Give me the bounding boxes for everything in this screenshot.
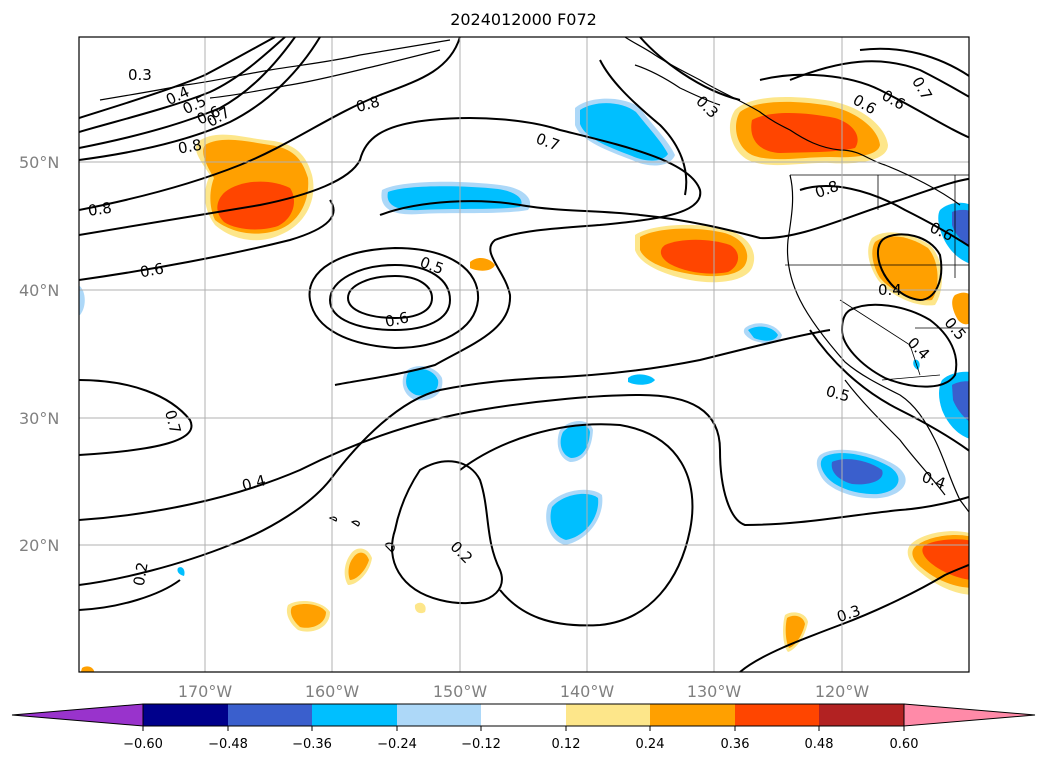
contour-label: 0.5 xyxy=(824,382,852,406)
colorbar-tick-label: −0.24 xyxy=(377,737,417,752)
contour-label: 0.8 xyxy=(87,199,113,220)
longitude-labels: 170°W 160°W 150°W 140°W 130°W 120°W xyxy=(178,682,870,701)
colorbar-segment xyxy=(566,704,650,726)
colorbar-tick-label: 0.24 xyxy=(636,737,665,752)
contour-label: 0.8 xyxy=(354,92,382,116)
colorbar-segment xyxy=(819,704,904,726)
lat-label-40n: 40°N xyxy=(19,281,59,300)
colorbar-extend-high xyxy=(903,703,1036,727)
colorbar-tick-label: 0.36 xyxy=(721,737,750,752)
contour-label: 0.6 xyxy=(383,308,410,331)
colorbar: −0.60 −0.48 −0.36 −0.24 −0.12 0.12 0.24 … xyxy=(11,703,1036,752)
colorbar-segment xyxy=(228,704,312,726)
colorbar-segment xyxy=(143,704,228,726)
lon-label-160w: 160°W xyxy=(305,682,360,701)
colorbar-tick-label: −0.48 xyxy=(208,737,248,752)
lat-label-50n: 50°N xyxy=(19,153,59,172)
colorbar-segment xyxy=(735,704,819,726)
colorbar-tick-label: −0.12 xyxy=(461,737,501,752)
map-frame xyxy=(78,36,970,673)
contour-label: 0.2 xyxy=(130,561,152,588)
lon-label-170w: 170°W xyxy=(178,682,233,701)
contour-label: 0.3 xyxy=(128,66,152,84)
shaded-anomalies xyxy=(79,97,969,672)
lat-label-30n: 30°N xyxy=(19,409,59,428)
lon-label-130w: 130°W xyxy=(687,682,742,701)
lon-label-140w: 140°W xyxy=(560,682,615,701)
colorbar-tick-label: 0.48 xyxy=(805,737,834,752)
lon-label-120w: 120°W xyxy=(815,682,870,701)
contour-label: 0.6 xyxy=(139,259,166,281)
colorbar-segment xyxy=(650,704,735,726)
contour-label: 0.4 xyxy=(240,471,268,495)
contour-label: 0.4 xyxy=(878,281,902,299)
contour-label: 0.8 xyxy=(177,136,204,158)
lon-label-150w: 150°W xyxy=(433,682,488,701)
colorbar-tick-label: −0.36 xyxy=(292,737,332,752)
contour-label: 0.7 xyxy=(161,408,185,436)
colorbar-extend-low xyxy=(11,703,144,727)
colorbar-tick-label: −0.60 xyxy=(123,737,163,752)
gridlines xyxy=(79,37,969,672)
lat-label-20n: 20°N xyxy=(19,536,59,555)
map-title: 2024012000 F072 xyxy=(450,10,597,29)
colorbar-tick-label: 0.12 xyxy=(552,737,581,752)
colorbar-segment xyxy=(481,704,566,726)
latitude-labels: 50°N 40°N 30°N 20°N xyxy=(19,153,59,555)
colorbar-segment xyxy=(397,704,481,726)
colorbar-tick-label: 0.60 xyxy=(890,737,919,752)
colorbar-segment xyxy=(312,704,397,726)
state-borders xyxy=(785,174,969,381)
